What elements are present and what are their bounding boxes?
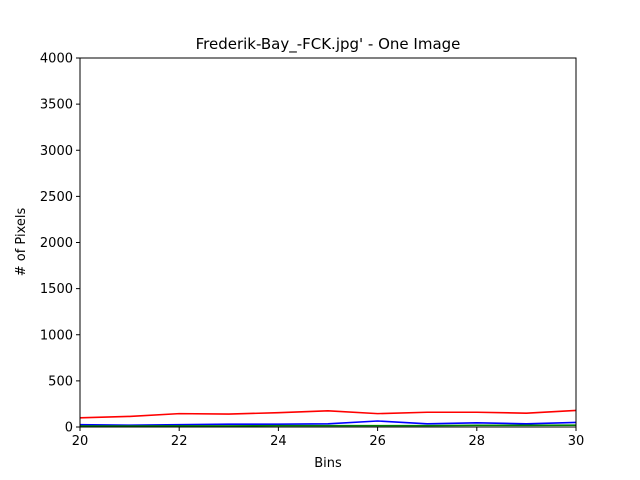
y-axis: 0 500 1000 1500 2000 2500 3000 3500 4000 — [40, 52, 80, 436]
series-line-2 — [80, 424, 577, 427]
chart-title: Frederik-Bay_-FCK.jpg' - One Image — [196, 35, 461, 54]
x-tick-label: 28 — [469, 434, 486, 449]
x-tick-label: 22 — [171, 434, 188, 449]
y-tick-label: 1000 — [40, 328, 73, 343]
plot-frame — [79, 57, 577, 428]
y-axis-label: # of Pixels — [14, 208, 29, 277]
y-tick-label: 3000 — [40, 144, 73, 159]
x-tick-label: 30 — [568, 434, 585, 449]
y-tick-label: 4000 — [40, 52, 73, 67]
x-axis: 20 22 24 26 28 30 — [72, 427, 585, 449]
series-line-1 — [79, 420, 577, 426]
y-tick-label: 500 — [48, 374, 73, 389]
x-tick-label: 26 — [369, 434, 386, 449]
y-tick-label: 3500 — [40, 98, 73, 113]
series-line-0 — [79, 409, 577, 419]
x-tick-label: 20 — [72, 434, 89, 449]
y-tick-label: 2000 — [40, 236, 73, 251]
y-tick-label: 2500 — [40, 190, 73, 205]
y-tick-label: 0 — [65, 421, 73, 436]
x-tick-label: 24 — [270, 434, 287, 449]
series-layer — [79, 409, 577, 427]
x-axis-label: Bins — [314, 456, 342, 471]
y-tick-label: 1500 — [40, 282, 73, 297]
